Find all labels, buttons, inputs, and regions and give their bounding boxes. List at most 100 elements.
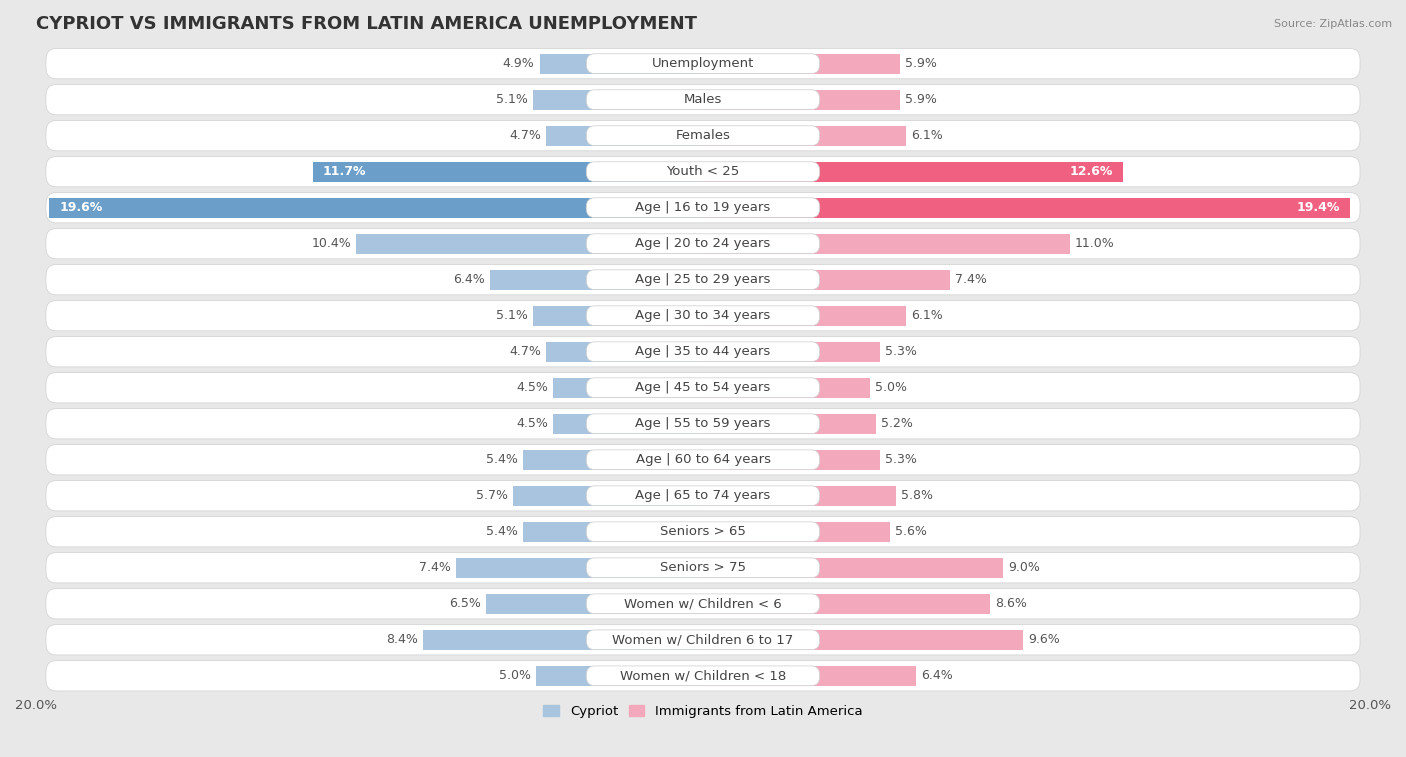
Text: 10.4%: 10.4% <box>311 237 352 251</box>
FancyBboxPatch shape <box>46 192 1360 223</box>
Bar <box>703 486 897 506</box>
Bar <box>536 666 703 686</box>
Bar <box>703 162 1123 182</box>
Bar <box>703 630 1024 650</box>
FancyBboxPatch shape <box>46 444 1360 475</box>
Text: 5.6%: 5.6% <box>894 525 927 538</box>
Text: 8.4%: 8.4% <box>387 634 418 646</box>
Bar <box>456 558 703 578</box>
FancyBboxPatch shape <box>586 306 820 326</box>
Text: 5.1%: 5.1% <box>496 93 527 106</box>
Text: 4.7%: 4.7% <box>509 129 541 142</box>
FancyBboxPatch shape <box>46 589 1360 619</box>
Bar <box>703 269 950 290</box>
Text: 5.7%: 5.7% <box>475 489 508 503</box>
Legend: Cypriot, Immigrants from Latin America: Cypriot, Immigrants from Latin America <box>538 699 868 723</box>
Text: 4.7%: 4.7% <box>509 345 541 358</box>
Bar <box>523 450 703 469</box>
FancyBboxPatch shape <box>46 301 1360 331</box>
FancyBboxPatch shape <box>46 481 1360 511</box>
Bar <box>703 126 907 145</box>
Bar <box>423 630 703 650</box>
FancyBboxPatch shape <box>586 522 820 542</box>
Bar <box>703 558 1002 578</box>
Text: 11.7%: 11.7% <box>323 165 367 178</box>
Text: 11.0%: 11.0% <box>1074 237 1115 251</box>
FancyBboxPatch shape <box>586 594 820 614</box>
Text: Females: Females <box>675 129 731 142</box>
FancyBboxPatch shape <box>586 486 820 506</box>
Text: 5.9%: 5.9% <box>905 58 936 70</box>
Text: 19.6%: 19.6% <box>59 201 103 214</box>
Text: Age | 16 to 19 years: Age | 16 to 19 years <box>636 201 770 214</box>
FancyBboxPatch shape <box>586 666 820 686</box>
Text: 6.4%: 6.4% <box>921 669 953 682</box>
Text: Age | 35 to 44 years: Age | 35 to 44 years <box>636 345 770 358</box>
Text: Age | 45 to 54 years: Age | 45 to 54 years <box>636 382 770 394</box>
FancyBboxPatch shape <box>586 558 820 578</box>
Text: 5.0%: 5.0% <box>875 382 907 394</box>
Text: 5.9%: 5.9% <box>905 93 936 106</box>
Text: 5.4%: 5.4% <box>486 453 517 466</box>
Bar <box>703 666 917 686</box>
FancyBboxPatch shape <box>46 409 1360 439</box>
Text: Age | 55 to 59 years: Age | 55 to 59 years <box>636 417 770 430</box>
Bar <box>486 594 703 614</box>
FancyBboxPatch shape <box>46 337 1360 367</box>
FancyBboxPatch shape <box>46 48 1360 79</box>
FancyBboxPatch shape <box>46 372 1360 403</box>
Text: Age | 65 to 74 years: Age | 65 to 74 years <box>636 489 770 503</box>
FancyBboxPatch shape <box>586 234 820 254</box>
Text: 6.1%: 6.1% <box>911 129 943 142</box>
Text: 7.4%: 7.4% <box>419 561 451 575</box>
FancyBboxPatch shape <box>586 90 820 110</box>
Text: Youth < 25: Youth < 25 <box>666 165 740 178</box>
Text: 5.8%: 5.8% <box>901 489 934 503</box>
Text: Males: Males <box>683 93 723 106</box>
Text: 12.6%: 12.6% <box>1070 165 1114 178</box>
Text: 9.0%: 9.0% <box>1008 561 1040 575</box>
FancyBboxPatch shape <box>586 198 820 217</box>
FancyBboxPatch shape <box>46 157 1360 187</box>
Text: Seniors > 75: Seniors > 75 <box>659 561 747 575</box>
Bar <box>547 126 703 145</box>
Text: 8.6%: 8.6% <box>995 597 1026 610</box>
FancyBboxPatch shape <box>586 162 820 182</box>
Bar <box>553 378 703 397</box>
Bar <box>49 198 703 217</box>
FancyBboxPatch shape <box>46 625 1360 655</box>
Bar <box>312 162 703 182</box>
Bar <box>523 522 703 542</box>
FancyBboxPatch shape <box>46 265 1360 294</box>
FancyBboxPatch shape <box>586 54 820 73</box>
Text: Unemployment: Unemployment <box>652 58 754 70</box>
Bar <box>356 234 703 254</box>
Bar <box>703 198 1350 217</box>
FancyBboxPatch shape <box>586 630 820 650</box>
Bar <box>547 342 703 362</box>
Text: Women w/ Children < 18: Women w/ Children < 18 <box>620 669 786 682</box>
Bar <box>703 522 890 542</box>
Bar <box>553 414 703 434</box>
Text: 5.4%: 5.4% <box>486 525 517 538</box>
Text: Source: ZipAtlas.com: Source: ZipAtlas.com <box>1274 19 1392 29</box>
Bar <box>703 594 990 614</box>
Bar <box>703 306 907 326</box>
Bar <box>703 414 876 434</box>
Text: Age | 25 to 29 years: Age | 25 to 29 years <box>636 273 770 286</box>
Text: 5.1%: 5.1% <box>496 309 527 322</box>
Text: Age | 30 to 34 years: Age | 30 to 34 years <box>636 309 770 322</box>
Text: 5.0%: 5.0% <box>499 669 531 682</box>
FancyBboxPatch shape <box>46 85 1360 115</box>
Text: Women w/ Children < 6: Women w/ Children < 6 <box>624 597 782 610</box>
FancyBboxPatch shape <box>46 120 1360 151</box>
FancyBboxPatch shape <box>586 414 820 434</box>
Text: Age | 60 to 64 years: Age | 60 to 64 years <box>636 453 770 466</box>
Text: 9.6%: 9.6% <box>1028 634 1060 646</box>
FancyBboxPatch shape <box>586 269 820 290</box>
Text: 4.9%: 4.9% <box>503 58 534 70</box>
Text: 5.3%: 5.3% <box>884 345 917 358</box>
Bar <box>703 378 870 397</box>
Text: 6.1%: 6.1% <box>911 309 943 322</box>
Bar <box>703 234 1070 254</box>
